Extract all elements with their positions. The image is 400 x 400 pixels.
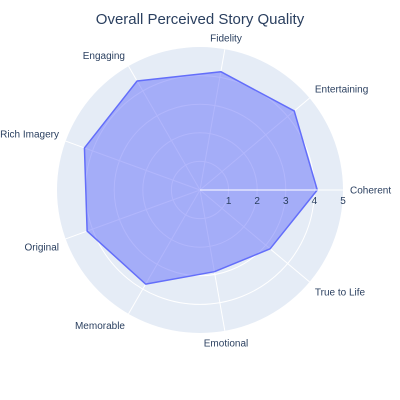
radial-ticks: 1 2 3 4 5: [200, 189, 346, 207]
radial-tick-label: 1: [226, 196, 232, 207]
series-area: [83, 70, 319, 285]
angular-axis-label: Entertaining: [315, 85, 368, 96]
angular-axis-label: Engaging: [83, 51, 125, 62]
radial-tick-label: 3: [283, 196, 289, 207]
angular-axis-label: Original: [25, 242, 59, 253]
angular-axis-label: True to Life: [315, 287, 366, 298]
angular-labels: Coherent Entertaining Fidelity Engaging Rich…: [0, 33, 391, 349]
series-layer: [83, 70, 319, 285]
radial-tick-label: 5: [340, 196, 346, 207]
angular-axis-label: Fidelity: [210, 33, 242, 44]
angular-axis-label: Coherent: [350, 186, 391, 197]
angular-axis-label: Memorable: [75, 321, 125, 332]
radial-tick-label: 2: [254, 196, 260, 207]
angular-axis-label: Rich Imagery: [0, 130, 59, 141]
radial-tick-label: 4: [312, 196, 318, 207]
chart-title: Overall Perceived Story Quality: [96, 11, 305, 28]
angular-axis-label: Emotional: [204, 339, 248, 350]
